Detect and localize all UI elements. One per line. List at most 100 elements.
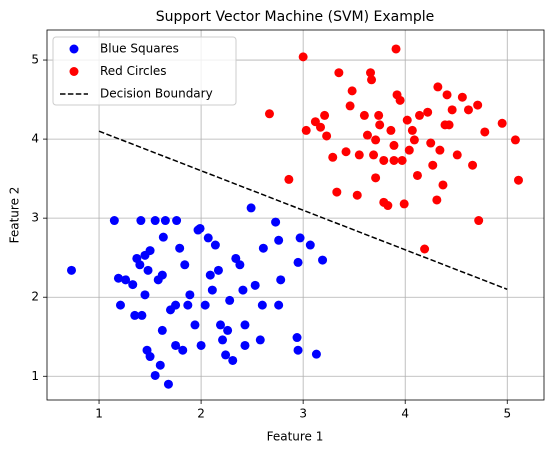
point	[158, 232, 168, 242]
point	[366, 68, 376, 78]
point	[130, 310, 140, 320]
point	[195, 223, 205, 233]
point	[322, 131, 332, 141]
point	[369, 150, 379, 160]
point	[407, 125, 417, 135]
point	[171, 300, 181, 310]
point	[386, 125, 396, 135]
point	[332, 187, 342, 197]
line	[98, 130, 508, 291]
plot-frame	[46, 29, 545, 401]
legend-swatch	[69, 44, 79, 54]
point	[447, 105, 457, 115]
point	[150, 370, 160, 380]
point	[452, 150, 462, 160]
point	[203, 233, 213, 243]
point	[185, 290, 195, 300]
point	[163, 379, 173, 389]
point	[274, 300, 284, 310]
x-tick-label: 5	[503, 407, 511, 421]
point	[205, 270, 215, 280]
point	[66, 265, 76, 275]
point	[235, 260, 245, 270]
point	[190, 320, 200, 330]
point	[435, 145, 445, 155]
point	[383, 201, 393, 211]
point	[145, 246, 155, 256]
point	[354, 150, 364, 160]
point	[444, 120, 454, 130]
point	[274, 235, 284, 245]
point	[145, 352, 155, 362]
point	[207, 285, 217, 295]
point	[311, 349, 321, 359]
point	[438, 180, 448, 190]
point	[240, 340, 250, 350]
point	[172, 216, 182, 226]
point	[359, 110, 369, 120]
point	[264, 109, 274, 119]
point	[271, 217, 281, 227]
point	[442, 90, 452, 100]
point	[115, 300, 125, 310]
point	[305, 240, 315, 250]
point	[155, 360, 165, 370]
point	[183, 300, 193, 310]
y-tick-label: 4	[31, 132, 39, 146]
point	[420, 244, 430, 254]
point	[293, 257, 303, 267]
y-tick-label: 3	[31, 211, 39, 225]
point	[389, 155, 399, 165]
legend-box	[52, 36, 237, 106]
point	[228, 355, 238, 365]
point	[246, 203, 256, 213]
point	[221, 350, 231, 360]
point	[225, 295, 235, 305]
point	[497, 118, 507, 128]
point	[412, 170, 422, 180]
point	[255, 335, 265, 345]
point	[414, 110, 424, 120]
point	[210, 240, 220, 250]
point	[223, 325, 233, 335]
point	[371, 135, 381, 145]
point	[200, 300, 210, 310]
point	[345, 101, 355, 111]
chart-title: Support Vector Machine (SVM) Example	[156, 9, 435, 25]
point	[375, 120, 385, 130]
point	[213, 265, 223, 275]
point	[428, 160, 438, 170]
point	[121, 275, 131, 285]
point	[409, 135, 419, 145]
point	[292, 333, 302, 343]
point	[432, 195, 442, 205]
x-tick-label: 3	[299, 407, 307, 421]
point	[218, 335, 228, 345]
point	[135, 260, 145, 270]
point	[334, 68, 344, 78]
point	[513, 175, 523, 185]
point	[257, 300, 267, 310]
point	[404, 145, 414, 155]
point	[395, 95, 405, 105]
point	[347, 86, 357, 96]
point	[362, 130, 372, 140]
legend-label: Red Circles	[100, 64, 167, 78]
point	[140, 290, 150, 300]
point	[352, 190, 362, 200]
point	[113, 273, 123, 283]
point	[374, 110, 384, 120]
point	[128, 280, 138, 290]
point	[433, 82, 443, 92]
point	[258, 243, 268, 253]
point	[316, 122, 326, 132]
point	[250, 280, 260, 290]
x-tick-label: 4	[401, 407, 409, 421]
point	[238, 285, 248, 295]
y-tick-label: 5	[31, 53, 39, 67]
point	[399, 199, 409, 209]
point	[178, 345, 188, 355]
point	[402, 115, 412, 125]
point	[157, 325, 167, 335]
